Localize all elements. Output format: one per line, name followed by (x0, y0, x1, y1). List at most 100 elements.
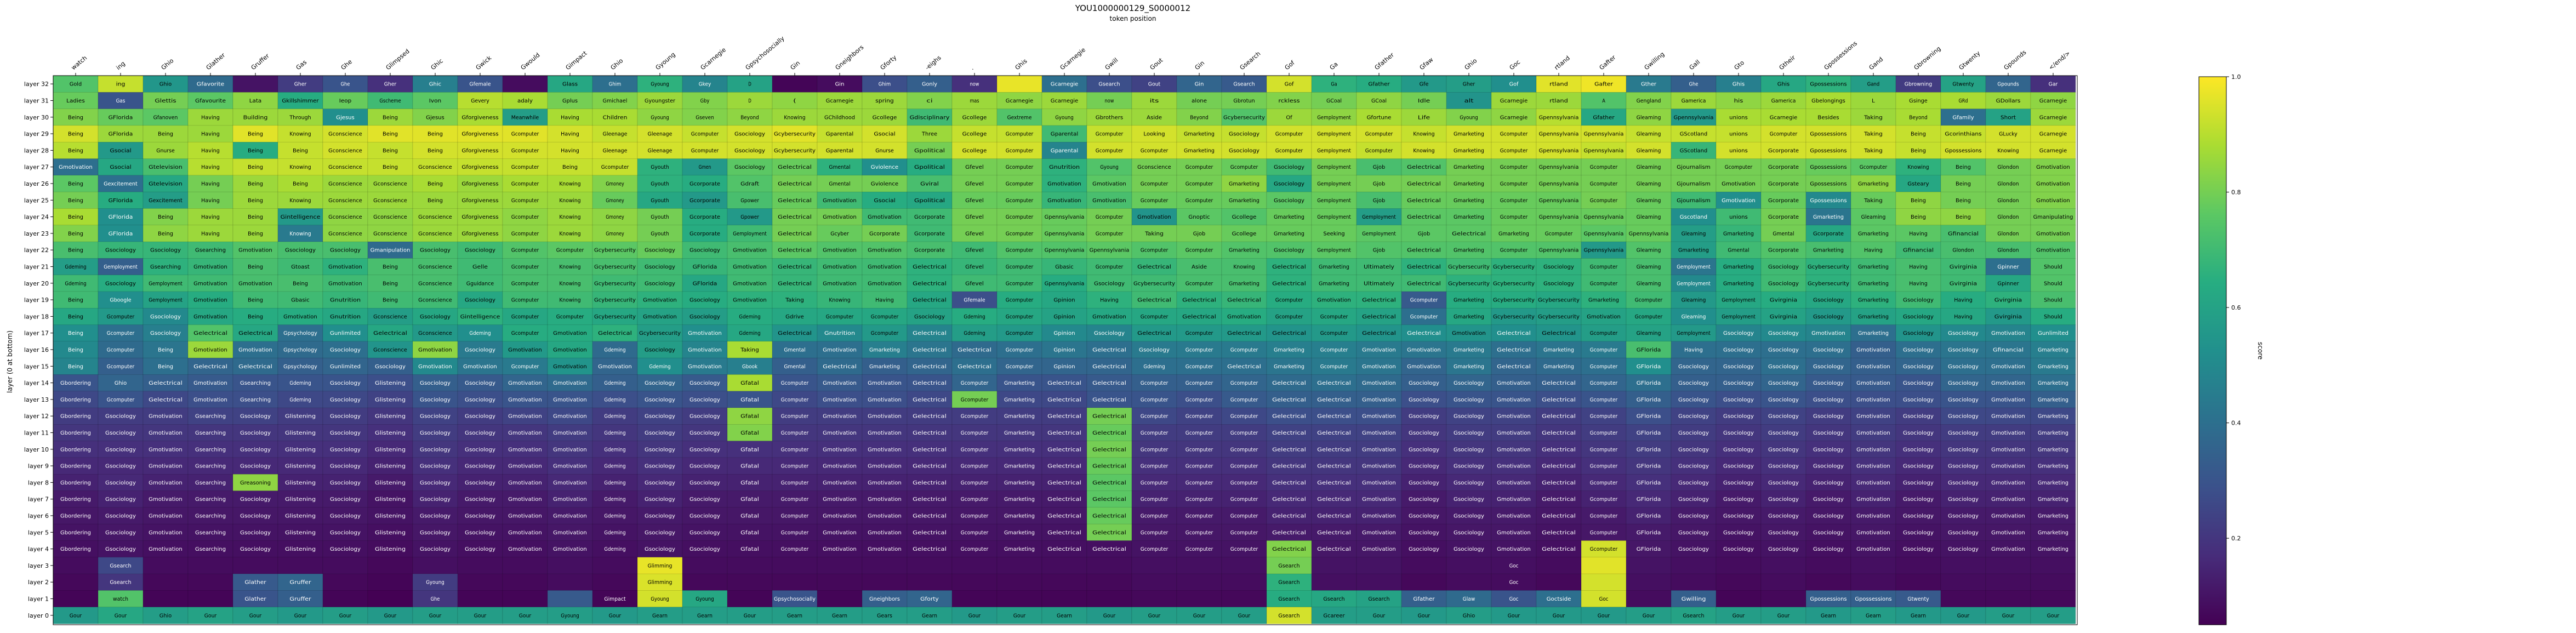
heatmap-cell: Glistening (367, 391, 413, 408)
heatmap-cell-fill (1581, 241, 1627, 259)
heatmap-cell-fill (1311, 407, 1357, 425)
heatmap-cell: Gour (1940, 607, 1986, 624)
heatmap-cell-fill (1850, 341, 1896, 358)
heatmap-cell: Gpsychology (277, 324, 323, 342)
heatmap-cell-fill (1940, 307, 1986, 326)
heatmap-cell: Gpossessions (1805, 191, 1851, 209)
heatmap-cell-fill (1446, 573, 1492, 591)
heatmap-cell-label: Gmental (1728, 248, 1749, 254)
heatmap-cell-label: Glettis (155, 98, 176, 104)
heatmap-cell: Gmotivation (547, 341, 593, 358)
heatmap-cell-label: Gmotivation (868, 447, 902, 453)
heatmap-cell: Glistening (277, 491, 323, 508)
heatmap-cell: Gsociology (1716, 341, 1762, 358)
heatmap-cell-fill (412, 275, 458, 292)
heatmap-cell: Gleaming (1626, 208, 1672, 226)
heatmap-cell-fill (1671, 341, 1717, 358)
heatmap-cell: Gmarketing (1311, 275, 1357, 292)
heatmap-cell: Children (592, 109, 638, 126)
heatmap-cell-label: Being (1911, 148, 1926, 154)
heatmap-cell-label: Beyond (1909, 115, 1928, 121)
heatmap-cell-fill (367, 258, 413, 276)
heatmap-cell: Gmotivation (143, 540, 189, 558)
heatmap-cell: Ghim (592, 75, 638, 93)
heatmap-cell-label: Gsociology (240, 430, 271, 436)
heatmap-cell-fill (1985, 523, 2031, 541)
heatmap-cell: Gpennsylvania (1581, 241, 1627, 259)
heatmap-cell-fill (1491, 341, 1537, 358)
heatmap-cell-label: Gsociology (1948, 364, 1979, 370)
heatmap-cell (996, 573, 1042, 591)
heatmap-cell: Gsteary (1895, 175, 1941, 192)
heatmap-cell-label: Gexcitement (149, 198, 183, 204)
heatmap-cell-label: Gpennsylvania (1584, 132, 1624, 138)
heatmap-cell-fill (1266, 374, 1312, 392)
heatmap-cell-label: Gcomputer (1230, 380, 1258, 386)
heatmap-cell-label: Gcybersecurity (1223, 115, 1265, 121)
heatmap-cell-label: Gsociology (1813, 447, 1844, 453)
heatmap-cell: Gmotivation (1985, 357, 2031, 375)
heatmap-cell-fill (187, 407, 233, 425)
heatmap-cell-fill (772, 75, 818, 93)
heatmap-cell-label: Gelectrical (1542, 414, 1576, 420)
heatmap-cell-fill (1850, 557, 1896, 574)
heatmap-cell-fill (592, 341, 638, 358)
heatmap-cell (951, 590, 998, 608)
heatmap-cell: Gcybersecurity (592, 275, 638, 292)
heatmap-cell-fill (547, 457, 593, 475)
heatmap-cell-fill (1311, 341, 1357, 358)
heatmap-cell-fill (1716, 374, 1762, 392)
heatmap-cell-fill (187, 324, 233, 342)
heatmap-cell: Gcomputer (996, 175, 1042, 192)
heatmap-cell-fill (1176, 109, 1222, 126)
heatmap-cell: Gdeming (592, 540, 638, 558)
heatmap-cell-label: Gfatal (740, 380, 759, 386)
heatmap-cell-fill (1985, 491, 2031, 508)
heatmap-cell: Being (232, 258, 278, 276)
heatmap-cell: Gmarketing (1850, 275, 1896, 292)
heatmap-cell: Gcomputer (1491, 175, 1537, 192)
heatmap-cell-label: Gmotivation (1047, 198, 1081, 204)
heatmap-cell-fill (1131, 391, 1177, 408)
heatmap-cell-label: GFlorida (1637, 414, 1661, 420)
heatmap-cell: Gscheme (367, 92, 413, 110)
heatmap-cell-label: Gmotivation (733, 298, 767, 304)
heatmap-cell-label: Gelectrical (1542, 546, 1576, 552)
column-label: Gto (1733, 59, 1746, 72)
heatmap-cell-fill (1491, 507, 1537, 524)
heatmap-cell: Gfanoven (143, 109, 189, 126)
heatmap-cell-label: Gmotivation (1362, 480, 1396, 486)
heatmap-cell-label: Gearn (1866, 613, 1881, 619)
heatmap-cell: Gtoast (277, 258, 323, 276)
heatmap-cell: Gbasic (1041, 258, 1087, 276)
heatmap-cell-fill (817, 441, 863, 458)
heatmap-cell: Gfinancial (1895, 241, 1941, 259)
heatmap-cell-label: Taking (785, 298, 804, 304)
heatmap-cell-label: Gcomputer (601, 164, 629, 170)
heatmap-cell: Gelectrical (907, 424, 953, 442)
row-label: layer 22 (24, 247, 49, 254)
heatmap-cell: Gmental (1716, 241, 1762, 259)
heatmap-cell-label: Ultimately (1364, 264, 1394, 270)
heatmap-cell-label: Gsociology (105, 281, 136, 287)
heatmap-cell: Gcomputer (1221, 374, 1267, 392)
heatmap-cell-fill (1221, 258, 1267, 276)
heatmap-cell-label: Gsociology (1723, 414, 1754, 420)
heatmap-cell-label: Gsociology (240, 464, 271, 470)
heatmap-cell-label: Gsociology (1274, 181, 1304, 187)
heatmap-cell-label: Gyoung (651, 596, 669, 602)
heatmap-cell-fill (277, 109, 323, 126)
heatmap-cell-label: Gsociology (645, 447, 675, 453)
heatmap-cell-fill (1176, 357, 1222, 375)
heatmap-cell: Gdeming (951, 307, 998, 326)
heatmap-cell-fill (1401, 474, 1447, 492)
heatmap-cell-label: Gsociology (1678, 513, 1709, 519)
heatmap-cell: Gmarketing (996, 374, 1042, 392)
heatmap-cell (1176, 557, 1222, 574)
heatmap-cell: Gcomputer (1131, 374, 1177, 392)
heatmap-cell-label: Gcorporate (689, 214, 720, 220)
heatmap-cell: Gplus (547, 92, 593, 110)
heatmap-cell: Gcomputer (1086, 258, 1132, 276)
heatmap-cell: Gelectrical (1131, 258, 1177, 276)
heatmap-cell: Gmental (772, 341, 818, 358)
